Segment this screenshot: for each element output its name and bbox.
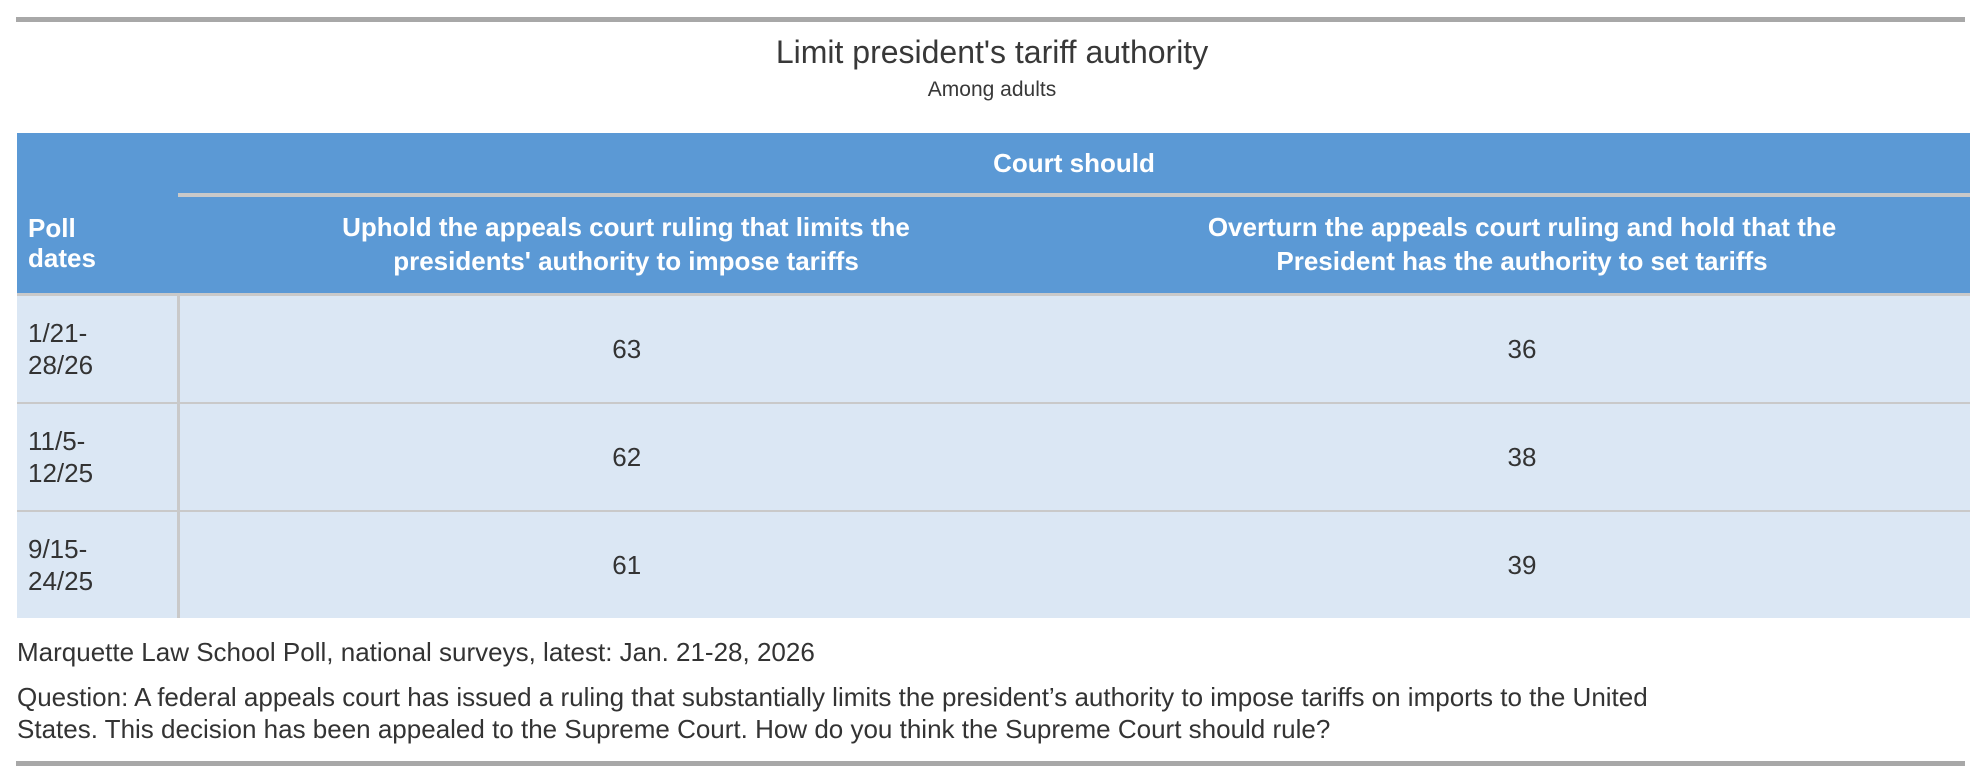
poll-dates-cell: 1/21- 28/26 (17, 293, 180, 403)
table-header: Court should Poll dates Uphold the appea… (17, 133, 1971, 295)
table-row: 1/21- 28/26 63 36 (17, 293, 1971, 403)
uphold-value-cell: 62 (178, 402, 1074, 511)
table-row: 11/5- 12/25 62 38 (17, 402, 1971, 511)
poll-dates-cell: 11/5- 12/25 (17, 402, 180, 511)
group-header-cell: Court should (178, 133, 1971, 197)
table-body: 1/21- 28/26 63 36 11/5- 12/25 62 38 9/15… (17, 293, 1971, 618)
overturn-value-cell: 38 (1074, 402, 1971, 511)
uphold-value-cell: 61 (178, 510, 1074, 618)
poll-dates-column-header: Poll dates (17, 195, 178, 295)
bottom-divider-bar (16, 761, 1965, 767)
poll-results-table: Court should Poll dates Uphold the appea… (17, 133, 1971, 618)
corner-cell (17, 133, 178, 195)
poll-dates-cell: 9/15- 24/25 (17, 510, 180, 618)
page-subtitle: Among adults (927, 78, 1057, 101)
question-text: Question: A federal appeals court has is… (17, 682, 1648, 744)
overturn-value-cell: 39 (1074, 510, 1971, 618)
column-header-row: Poll dates Uphold the appeals court ruli… (17, 195, 1971, 295)
overturn-column-header: Overturn the appeals court ruling and ho… (1074, 195, 1971, 295)
overturn-value-cell: 36 (1074, 293, 1971, 403)
table-row: 9/15- 24/25 61 39 (17, 510, 1971, 618)
uphold-value-cell: 63 (178, 293, 1074, 403)
top-divider-bar (16, 17, 1965, 22)
uphold-column-header: Uphold the appeals court ruling that lim… (178, 195, 1074, 295)
source-attribution: Marquette Law School Poll, national surv… (17, 637, 815, 667)
group-header-row: Court should (17, 133, 1971, 197)
page-title: Limit president's tariff authority (775, 34, 1209, 70)
